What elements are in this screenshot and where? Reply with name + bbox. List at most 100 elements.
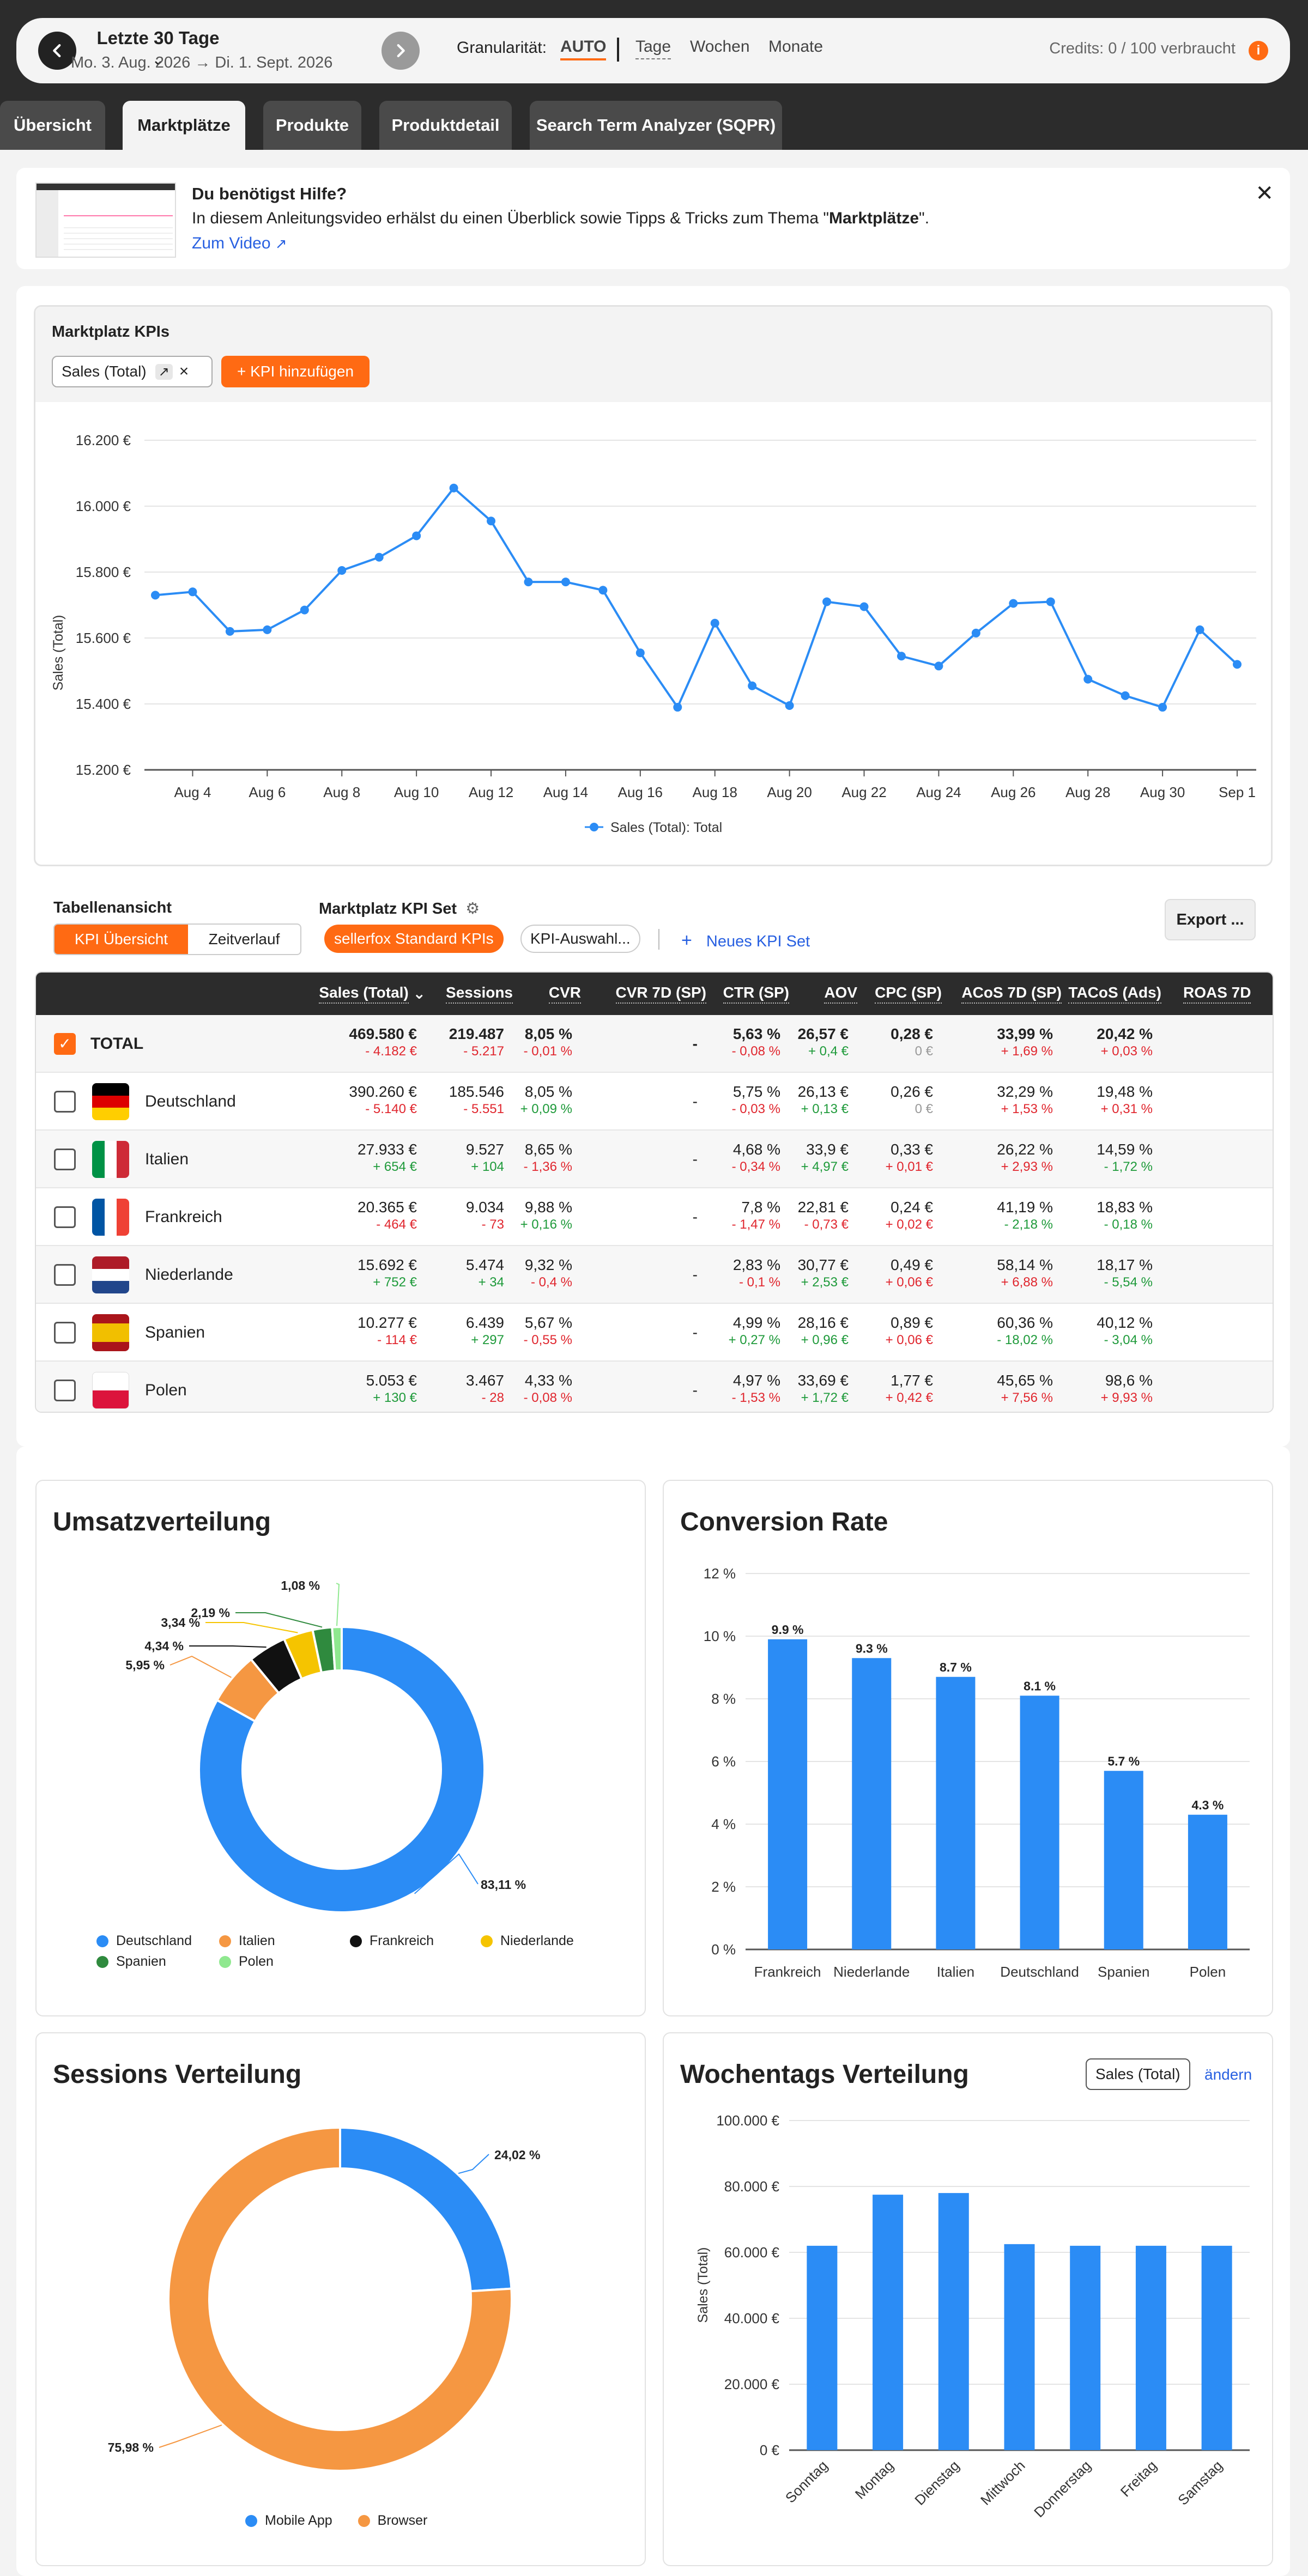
legend-item-deutschland[interactable]: Deutschland — [96, 1933, 192, 1949]
trend-icon[interactable]: ↗ — [155, 363, 173, 380]
video-thumbnail[interactable] — [35, 183, 176, 258]
table-row[interactable]: Deutschland 390.260 € - 5.140 € 185.546 - 5.… — [36, 1073, 1273, 1131]
data-point[interactable] — [934, 661, 943, 671]
data-point[interactable] — [897, 652, 906, 661]
table-row[interactable]: Spanien 10.277 € - 114 € 6.439 + 297 5,67 % - … — [36, 1304, 1273, 1362]
granularity-monate[interactable]: Monate — [768, 38, 823, 56]
close-icon[interactable]: ✕ — [1255, 181, 1274, 205]
bar[interactable] — [938, 2193, 969, 2450]
bar[interactable] — [1004, 2244, 1035, 2450]
video-link[interactable]: Zum Video ↗ — [192, 234, 287, 253]
row-checkbox[interactable]: ✓ — [54, 1033, 76, 1055]
table-row[interactable]: Niederlande 15.692 € + 752 €5.474 + 34 9,32 … — [36, 1246, 1273, 1304]
data-point[interactable] — [635, 648, 645, 658]
bar[interactable] — [1188, 1814, 1227, 1949]
col-acos[interactable]: ACoS 7D (SP) — [942, 973, 1062, 1015]
table-row-total[interactable]: ✓ TOTAL 469.580 € - 4.182 €219.487- 5.217 8,… — [36, 1015, 1273, 1073]
row-checkbox[interactable] — [54, 1322, 76, 1344]
legend-item-italien[interactable]: Italien — [219, 1933, 275, 1949]
data-point[interactable] — [859, 602, 869, 611]
col-sales[interactable]: Sales (Total) ⌄ — [308, 973, 426, 1015]
data-point[interactable] — [449, 483, 458, 493]
new-kpi-set-link[interactable]: + Neues KPI Set — [681, 930, 810, 951]
bar[interactable] — [1135, 2245, 1166, 2450]
export-button[interactable]: Export ... — [1165, 899, 1256, 940]
col-cvr7d[interactable]: CVR 7D (SP) — [581, 973, 706, 1015]
tab-search-term-analyzer[interactable]: Search Term Analyzer (SQPR) — [530, 101, 782, 150]
data-point[interactable] — [710, 618, 719, 628]
data-point[interactable] — [188, 587, 197, 597]
date-range-picker[interactable]: Letzte 30 Tage ⌄ Mo. 3. Aug. 2026 → Di. … — [71, 28, 332, 71]
remove-kpi-icon[interactable]: × — [179, 362, 189, 380]
data-point[interactable] — [374, 552, 384, 562]
data-point[interactable] — [1009, 599, 1018, 608]
bar[interactable] — [1104, 1771, 1143, 1949]
toggle-kpi-uebersicht[interactable]: KPI Übersicht — [55, 925, 188, 954]
add-kpi-button[interactable]: + KPI hinzufügen — [221, 356, 370, 387]
data-point[interactable] — [1195, 625, 1204, 634]
data-point[interactable] — [1121, 691, 1130, 700]
settings-gear-icon[interactable]: ⚙ — [465, 900, 480, 918]
table-row[interactable]: Italien 27.933 € + 654 €9.527 + 104 8,65 % - … — [36, 1131, 1273, 1188]
bar[interactable] — [1201, 2245, 1232, 2450]
bar[interactable] — [1070, 2245, 1101, 2450]
bar[interactable] — [873, 2195, 904, 2450]
granularity-auto[interactable]: AUTO — [560, 38, 607, 60]
donut-slice[interactable] — [331, 1625, 343, 1672]
next-period-button[interactable] — [382, 32, 420, 70]
row-checkbox[interactable] — [54, 1380, 76, 1401]
data-point[interactable] — [1158, 703, 1167, 712]
legend-item-polen[interactable]: Polen — [219, 1954, 274, 1970]
data-point[interactable] — [1046, 597, 1055, 606]
data-point[interactable] — [1233, 660, 1242, 669]
col-cvr[interactable]: CVR — [513, 973, 581, 1015]
data-point[interactable] — [225, 627, 234, 636]
granularity-wochen[interactable]: Wochen — [690, 38, 750, 56]
data-point[interactable] — [971, 628, 980, 637]
info-icon[interactable]: i — [1249, 41, 1268, 60]
col-cpc[interactable]: CPC (SP) — [857, 973, 942, 1015]
legend-item-frankreich[interactable]: Frankreich — [350, 1933, 434, 1949]
data-point[interactable] — [822, 597, 832, 606]
bar[interactable] — [1020, 1696, 1059, 1949]
data-point[interactable] — [487, 517, 496, 526]
tab-produktdetail[interactable]: Produktdetail — [379, 101, 512, 150]
data-point[interactable] — [748, 681, 757, 690]
row-checkbox[interactable] — [54, 1206, 76, 1228]
data-point[interactable] — [561, 578, 570, 587]
data-point[interactable] — [598, 586, 608, 595]
kpi-selector[interactable]: Sales (Total) — [1086, 2058, 1190, 2090]
table-row[interactable]: Frankreich 20.365 € - 464 €9.034- 73 9,88 %… — [36, 1188, 1273, 1246]
tab-uebersicht[interactable]: Übersicht — [0, 101, 105, 150]
col-tacos[interactable]: TACoS (Ads) — [1062, 973, 1161, 1015]
data-point[interactable] — [151, 591, 160, 600]
bar[interactable] — [852, 1658, 892, 1949]
data-point[interactable] — [337, 566, 347, 575]
col-ctr[interactable]: CTR (SP) — [706, 973, 789, 1015]
tab-produkte[interactable]: Produkte — [263, 101, 361, 150]
kpi-set-active[interactable]: sellerfox Standard KPIs — [324, 925, 504, 953]
col-sessions[interactable]: Sessions — [426, 973, 513, 1015]
bar[interactable] — [936, 1676, 976, 1949]
toggle-zeitverlauf[interactable]: Zeitverlauf — [208, 931, 280, 947]
row-checkbox[interactable] — [54, 1149, 76, 1170]
legend-item-mobile-app[interactable]: Mobile App — [245, 2513, 332, 2528]
data-point[interactable] — [1083, 675, 1093, 684]
donut-slice[interactable] — [198, 1625, 486, 1913]
data-point[interactable] — [673, 703, 682, 712]
row-checkbox[interactable] — [54, 1264, 76, 1286]
bar[interactable] — [807, 2245, 838, 2450]
bar[interactable] — [768, 1639, 808, 1949]
col-roas[interactable]: ROAS 7D — [1161, 973, 1273, 1015]
tab-marktplaetze[interactable]: Marktplätze — [123, 101, 245, 150]
data-point[interactable] — [412, 531, 421, 540]
legend-item-browser[interactable]: Browser — [358, 2513, 427, 2528]
change-kpi-link[interactable]: ändern — [1204, 2066, 1252, 2083]
data-point[interactable] — [263, 625, 272, 634]
data-point[interactable] — [300, 605, 309, 615]
data-point[interactable] — [524, 578, 533, 587]
granularity-tage[interactable]: Tage — [635, 38, 671, 59]
donut-slice[interactable] — [167, 2126, 513, 2472]
legend-item-spanien[interactable]: Spanien — [96, 1954, 166, 1970]
prev-period-button[interactable] — [38, 32, 76, 70]
